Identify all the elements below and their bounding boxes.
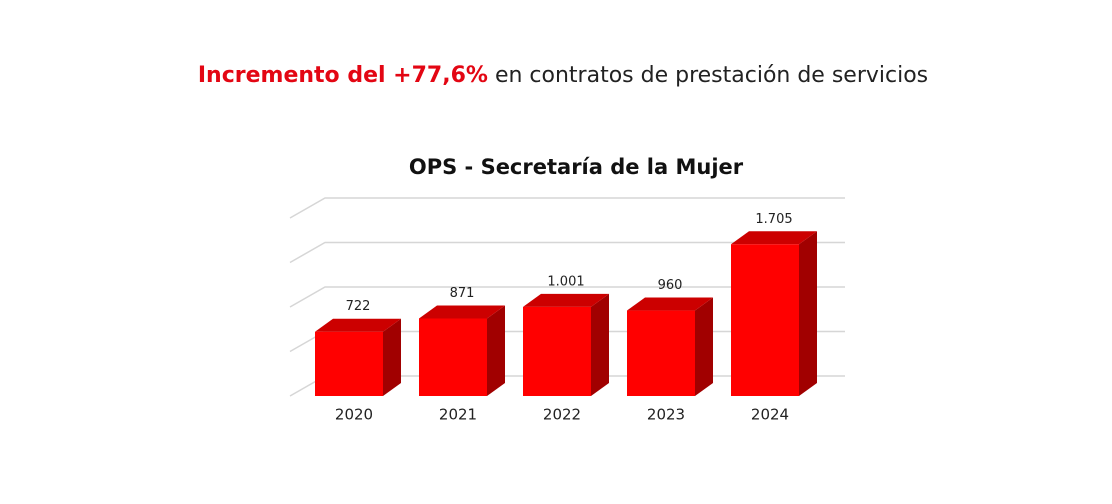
bar <box>419 318 487 396</box>
headline-highlight: Incremento del +77,6% <box>198 63 488 88</box>
bar-side <box>799 231 817 396</box>
bar <box>315 331 383 396</box>
value-label: 960 <box>658 278 683 293</box>
bar-top <box>731 231 817 245</box>
bar-side <box>487 305 505 396</box>
x-tick-label: 2024 <box>751 406 789 424</box>
bar-top <box>419 305 505 319</box>
bar <box>627 310 695 396</box>
value-label: 1.001 <box>547 274 584 289</box>
bar-top <box>523 293 609 307</box>
headline: Incremento del +77,6% en contratos de pr… <box>198 63 928 88</box>
bar <box>731 244 799 396</box>
value-label: 722 <box>346 299 371 314</box>
value-label: 1.705 <box>755 212 792 227</box>
bar-side <box>383 318 401 396</box>
x-tick-label: 2021 <box>439 406 477 424</box>
bar-top <box>627 297 713 311</box>
bar-side <box>591 293 609 396</box>
grid-line <box>289 197 845 219</box>
bar-side <box>695 297 713 396</box>
bar <box>523 306 591 396</box>
x-tick-label: 2022 <box>543 406 581 424</box>
headline-rest: en contratos de prestación de servicios <box>488 63 928 88</box>
chart-title: OPS - Secretaría de la Mujer <box>409 155 744 179</box>
grid-line <box>289 286 845 308</box>
x-tick-label: 2023 <box>647 406 685 424</box>
x-tick-label: 2020 <box>335 406 373 424</box>
grid-line <box>289 241 845 264</box>
value-label: 871 <box>450 286 475 301</box>
bar-top <box>315 318 401 332</box>
